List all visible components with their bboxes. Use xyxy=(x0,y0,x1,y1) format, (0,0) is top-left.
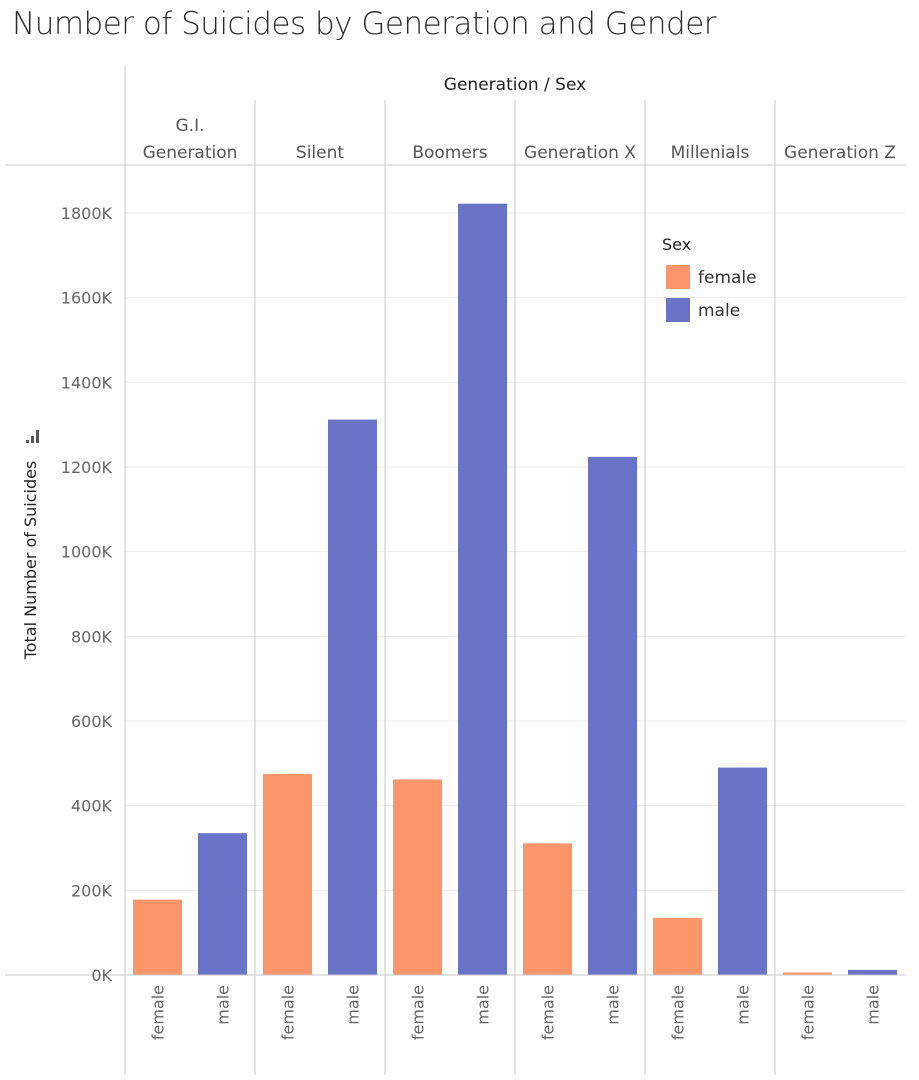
bar-millenials-male[interactable] xyxy=(718,767,767,975)
bar-generation-z-male[interactable] xyxy=(848,969,897,975)
bar-silent-female[interactable] xyxy=(263,773,312,975)
generation-label-g-i-generation: Generation xyxy=(143,143,238,163)
generation-label-boomers: Boomers xyxy=(412,143,487,163)
bar-silent-male[interactable] xyxy=(328,419,377,975)
sex-label-male: male xyxy=(734,985,753,1025)
y-tick-label: 1000K xyxy=(61,543,113,562)
legend-label-female[interactable]: female xyxy=(698,268,757,288)
sex-label-male: male xyxy=(344,985,363,1025)
sex-label-female: female xyxy=(279,985,298,1040)
y-tick-label: 800K xyxy=(71,627,113,646)
legend[interactable]: Sex female male xyxy=(662,235,757,322)
y-tick-label: 0K xyxy=(91,966,112,985)
y-axis-label: Total Number of Suicides xyxy=(21,461,40,661)
sort-icon[interactable] xyxy=(26,430,39,443)
sex-label-male: male xyxy=(604,985,623,1025)
legend-label-male[interactable]: male xyxy=(698,301,740,321)
sex-label-female: female xyxy=(149,985,168,1040)
y-tick-label: 200K xyxy=(71,881,113,900)
generation-label-generation-z: Generation Z xyxy=(784,143,896,163)
y-tick-label: 1200K xyxy=(61,458,113,477)
sex-label-male: male xyxy=(474,985,493,1025)
bar-millenials-female[interactable] xyxy=(653,917,702,975)
sex-label-female: female xyxy=(409,985,428,1040)
bar-generation-z-female[interactable] xyxy=(783,972,832,975)
y-tick-label: 400K xyxy=(71,797,113,816)
y-tick-label: 1600K xyxy=(61,289,113,308)
legend-swatch-male[interactable] xyxy=(666,298,690,322)
bar-boomers-male[interactable] xyxy=(458,203,507,976)
y-tick-label: 600K xyxy=(71,712,113,731)
legend-title: Sex xyxy=(662,235,691,254)
bar-boomers-female[interactable] xyxy=(393,779,442,975)
header-title: Generation / Sex xyxy=(444,75,586,95)
bar-g-i-generation-female[interactable] xyxy=(133,899,182,975)
generation-label-g-i-generation: G.I. xyxy=(176,116,205,136)
generation-label-generation-x: Generation X xyxy=(524,143,636,163)
sex-label-male: male xyxy=(214,985,233,1025)
legend-swatch-female[interactable] xyxy=(666,265,690,289)
chart-title: Number of Suicides by Generation and Gen… xyxy=(12,6,717,42)
generation-label-millenials: Millenials xyxy=(671,143,750,163)
bar-g-i-generation-male[interactable] xyxy=(198,833,247,975)
sex-label-female: female xyxy=(669,985,688,1040)
bar-generation-x-male[interactable] xyxy=(588,456,637,976)
sex-label-male: male xyxy=(864,985,883,1025)
bar-generation-x-female[interactable] xyxy=(523,843,572,975)
sex-label-female: female xyxy=(539,985,558,1040)
generation-label-silent: Silent xyxy=(296,143,344,163)
sex-label-female: female xyxy=(799,985,818,1040)
y-tick-label: 1400K xyxy=(61,373,113,392)
y-tick-label: 1800K xyxy=(61,204,113,223)
